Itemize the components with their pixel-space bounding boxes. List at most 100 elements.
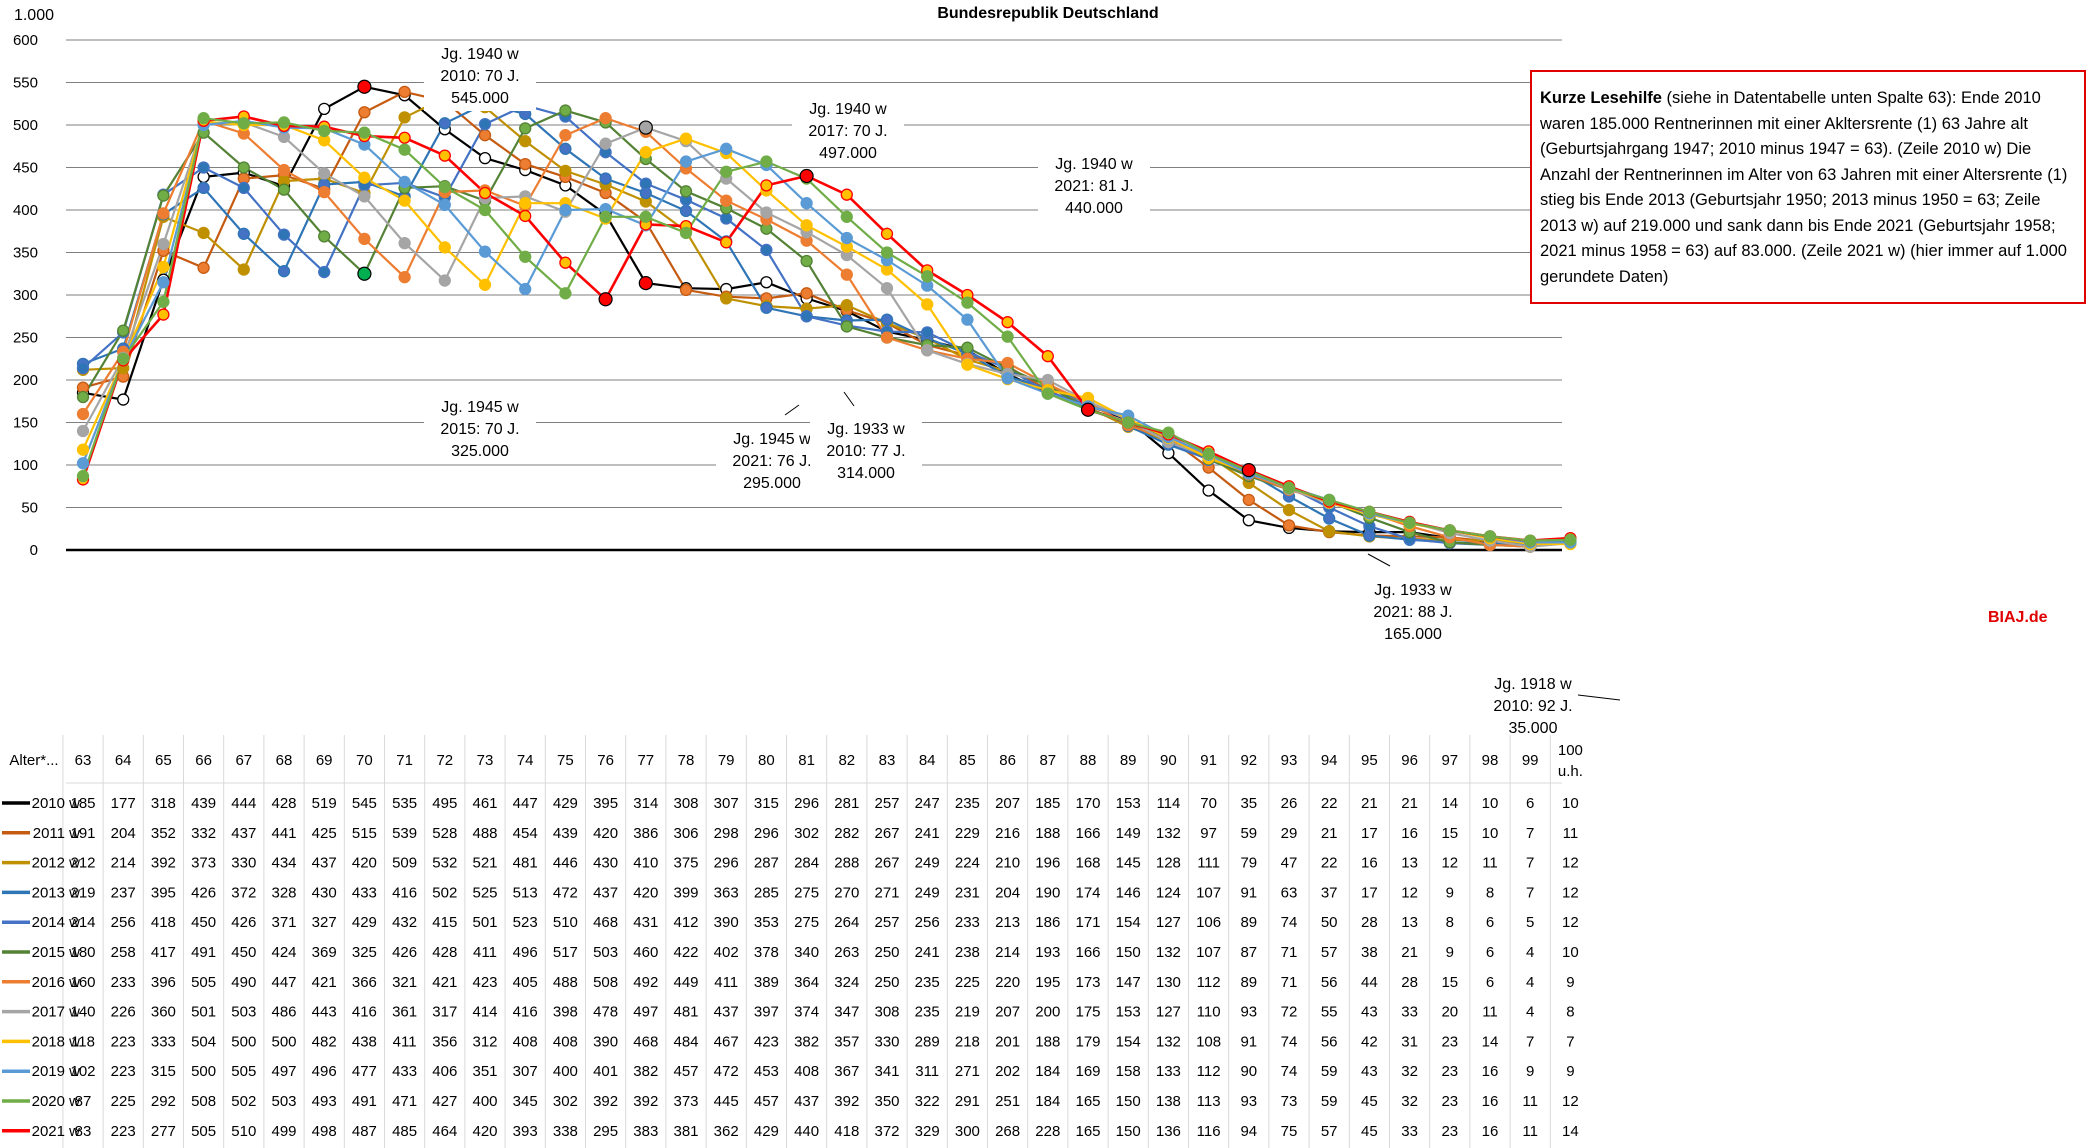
table-cell: 324 (834, 974, 859, 991)
table-cell: 437 (593, 884, 618, 901)
data-point (800, 254, 813, 268)
table-cell: 12 (1562, 1093, 1579, 1110)
table-cell: 47 (1281, 855, 1298, 872)
table-cell: 271 (874, 884, 899, 901)
table-cell: 220 (995, 974, 1020, 991)
table-cell: 490 (231, 974, 256, 991)
table-cell: 373 (673, 1093, 698, 1110)
annotation-label: 165.000 (1384, 626, 1442, 643)
annotation-leader (843, 391, 855, 407)
table-cell: 15 (1441, 974, 1458, 991)
data-point (358, 190, 371, 203)
data-point (398, 143, 411, 156)
table-cell: 420 (352, 855, 377, 872)
data-point (760, 179, 773, 192)
table-cell: 37 (1321, 884, 1338, 901)
table-cell: 497 (271, 1063, 296, 1080)
table-cell: 528 (432, 825, 457, 842)
data-point (1403, 516, 1416, 529)
table-cell: 5 (1526, 914, 1534, 931)
table-cell: 347 (834, 1004, 859, 1021)
table-cell: 491 (352, 1093, 377, 1110)
table-cell: 535 (392, 795, 417, 812)
table-cell: 214 (70, 914, 95, 931)
table-cell: 21 (1361, 795, 1378, 812)
table-cell: 185 (70, 795, 95, 812)
y-tick-label: 200 (13, 372, 38, 389)
data-point (1323, 525, 1336, 538)
table-cell: 418 (834, 1123, 859, 1140)
table-cell: 44 (1361, 974, 1378, 991)
table-cell: 416 (352, 1004, 377, 1021)
table-cell: 257 (874, 795, 899, 812)
annotation-leader (1577, 694, 1621, 701)
data-point (1001, 356, 1014, 370)
table-cell: 28 (1361, 914, 1378, 931)
table-cell: 392 (151, 855, 176, 872)
table-cell: 439 (191, 795, 216, 812)
table-column-header: 82 (838, 752, 855, 769)
data-point (76, 361, 90, 375)
table-cell: 423 (472, 974, 497, 991)
table-cell: 392 (834, 1093, 859, 1110)
table-cell: 361 (392, 1004, 417, 1021)
table-cell: 345 (513, 1093, 538, 1110)
table-cell: 453 (754, 1063, 779, 1080)
data-point (800, 197, 813, 210)
table-cell: 13 (1401, 914, 1418, 931)
data-point (76, 390, 90, 404)
table-cell: 472 (553, 884, 578, 901)
table-column-header: 70 (356, 752, 373, 769)
table-cell: 6 (1486, 944, 1494, 961)
table-cell: 491 (191, 944, 216, 961)
table-cell: 223 (111, 1033, 136, 1050)
annotation-bg (1357, 577, 1469, 647)
data-point (318, 124, 331, 138)
table-cell: 12 (1562, 855, 1579, 872)
table-cell: 412 (673, 914, 698, 931)
table-cell: 233 (111, 974, 136, 991)
annotation-bg (424, 41, 536, 111)
table-cell: 408 (553, 1033, 578, 1050)
table-cell: 63 (1281, 884, 1298, 901)
table-cell: 487 (352, 1123, 377, 1140)
table-cell: 421 (432, 974, 457, 991)
table-cell: 395 (151, 884, 176, 901)
table-cell: 392 (633, 1093, 658, 1110)
table-cell: 314 (633, 795, 658, 812)
table-cell: 397 (754, 1004, 779, 1021)
annotation-bg (716, 426, 828, 496)
legend-label: 2016 w (32, 974, 81, 991)
table-cell: 235 (915, 1004, 940, 1021)
table-cell: 16 (1482, 1123, 1499, 1140)
table-cell: 231 (955, 884, 980, 901)
annotation-label: 2015: 70 J. (440, 421, 519, 438)
table-cell: 300 (955, 1123, 980, 1140)
table-cell: 55 (1321, 1004, 1338, 1021)
data-point (840, 188, 853, 201)
data-point (277, 183, 291, 196)
table-cell: 433 (392, 1063, 417, 1080)
data-point (438, 274, 451, 287)
table-cell: 386 (633, 825, 658, 842)
table-cell: 430 (312, 884, 337, 901)
data-point (519, 157, 532, 171)
table-cell: 437 (231, 825, 256, 842)
table-cell: 503 (231, 1004, 256, 1021)
data-point (157, 276, 170, 289)
table-cell: 416 (392, 884, 417, 901)
table-cell: 427 (432, 1093, 457, 1110)
data-point (76, 443, 90, 456)
table-cell: 26 (1281, 795, 1298, 812)
table-cell: 23 (1441, 1063, 1458, 1080)
reading-help-box: Kurze Lesehilfe (siehe in Datentabelle u… (1530, 70, 2086, 304)
table-cell: 378 (754, 944, 779, 961)
table-cell: 400 (553, 1063, 578, 1080)
data-point (438, 180, 451, 194)
data-point (961, 341, 974, 354)
data-point (1323, 493, 1336, 507)
annotation-label: 440.000 (1065, 200, 1123, 217)
data-point (1041, 350, 1054, 363)
y-tick-label: 400 (13, 202, 38, 219)
table-cell: 249 (915, 884, 940, 901)
